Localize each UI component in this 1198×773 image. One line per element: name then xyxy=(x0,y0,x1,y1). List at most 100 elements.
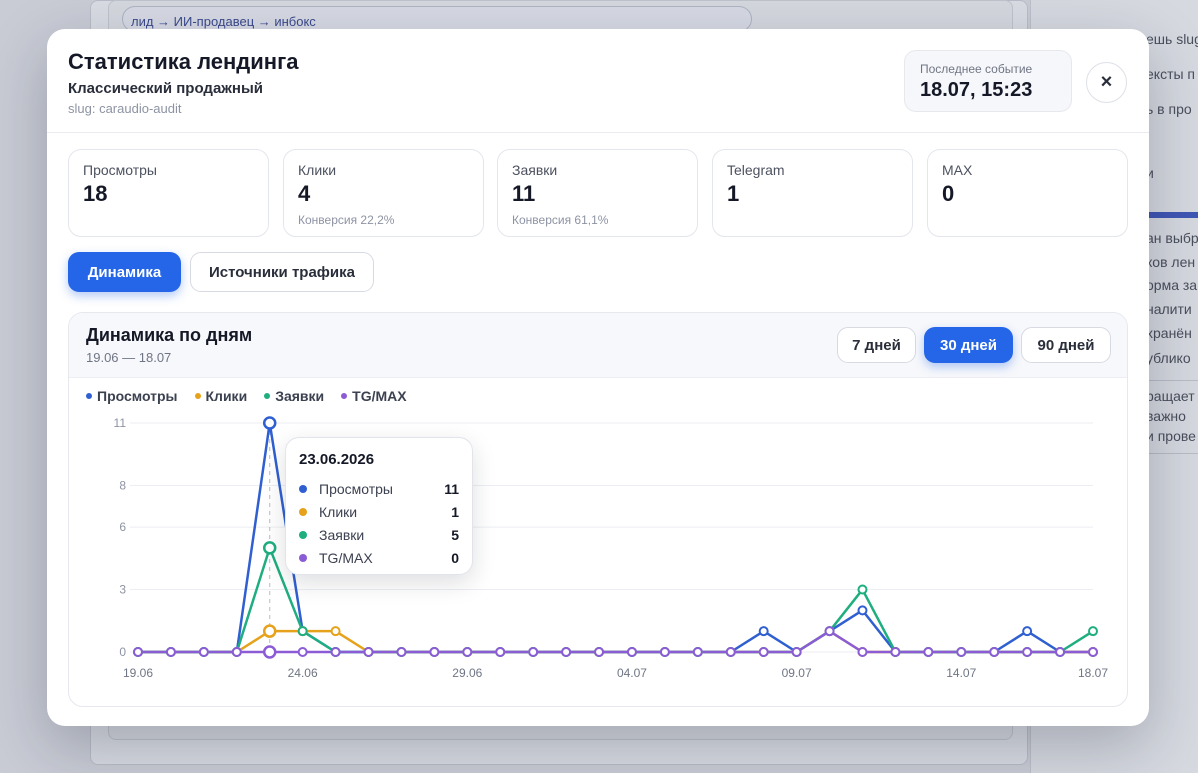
tab-dynamics[interactable]: Динамика xyxy=(68,252,181,292)
x-tick-label: 18.07 xyxy=(1078,666,1108,680)
legend-item-tgmax[interactable]: TG/MAX xyxy=(341,388,407,404)
tooltip-series-name: Клики xyxy=(319,503,358,520)
tooltip-series-name: Просмотры xyxy=(319,480,393,497)
modal-header: Статистика лендинга Классический продажн… xyxy=(47,29,1149,133)
stat-card-telegram: Telegram 1 xyxy=(712,149,913,237)
background-sidebar-text: ублико xyxy=(1146,350,1191,366)
legend-dot xyxy=(341,393,348,399)
legend-dot xyxy=(264,393,271,399)
stat-value: 4 xyxy=(298,181,311,206)
range-90-days-button[interactable]: 90 дней xyxy=(1021,327,1111,363)
tooltip-series-value: 1 xyxy=(451,503,459,520)
data-point-leads xyxy=(262,541,277,555)
panel-date-range: 19.06 — 18.07 xyxy=(86,350,172,365)
background-sidebar-text: налити xyxy=(1146,301,1192,317)
data-point-tgmax xyxy=(956,647,967,657)
background-sidebar-text: ращает xyxy=(1146,388,1195,404)
landing-stats-modal: Статистика лендинга Классический продажн… xyxy=(47,29,1149,726)
data-point-tgmax xyxy=(594,647,605,657)
background-sidebar-text: и xyxy=(1146,165,1154,181)
data-point-tgmax xyxy=(198,647,209,657)
data-point-tgmax xyxy=(462,647,473,657)
stat-card-max: MAX 0 xyxy=(927,149,1128,237)
series-line-tgmax xyxy=(138,629,1093,654)
tooltip-series-name: Заявки xyxy=(319,526,365,543)
stat-card-clicks: Клики 4 Конверсия 22,2% xyxy=(283,149,484,237)
data-point-tgmax xyxy=(725,647,736,657)
legend-dot xyxy=(86,393,92,399)
tooltip-series-value: 11 xyxy=(444,480,459,497)
last-event-label: Последнее событие xyxy=(920,62,1033,76)
data-point-tgmax xyxy=(824,626,835,637)
stat-label: Telegram xyxy=(727,162,785,178)
data-point-tgmax xyxy=(231,647,242,657)
data-point-tgmax xyxy=(1022,647,1033,657)
background-sidebar-text: хранён xyxy=(1146,325,1192,341)
stat-label: Просмотры xyxy=(83,162,157,178)
tooltip-series-value: 5 xyxy=(451,526,459,543)
data-point-views xyxy=(1022,626,1033,637)
tab-traffic-sources[interactable]: Источники трафика xyxy=(190,252,374,292)
data-point-tgmax xyxy=(791,647,802,657)
tooltip-date: 23.06.2026 xyxy=(299,451,375,468)
tooltip-dot xyxy=(299,484,307,493)
data-point-leads xyxy=(1088,626,1098,637)
background-sidebar-text: орма за xyxy=(1146,277,1198,293)
data-point-tgmax xyxy=(561,647,572,657)
legend-item-views[interactable]: Просмотры xyxy=(86,388,178,404)
tooltip-row: Клики 1 xyxy=(299,500,459,523)
tooltip-row: Просмотры 11 xyxy=(299,477,459,500)
background-sidebar-text: ешь slug xyxy=(1146,31,1198,47)
data-point-tgmax xyxy=(297,647,308,657)
legend-label: TG/MAX xyxy=(352,388,407,404)
dynamics-line-chart: 0 3 6 8 11 19.06 24.06 29.06 04.07 09.07 14.07 18.0… xyxy=(114,416,1109,680)
data-point-tgmax xyxy=(626,647,637,657)
x-tick-label: 09.07 xyxy=(782,666,812,680)
y-tick-label: 3 xyxy=(119,583,126,597)
data-point-leads xyxy=(297,626,308,637)
stat-label: Заявки xyxy=(512,162,558,178)
data-point-tgmax xyxy=(923,647,934,657)
legend-label: Просмотры xyxy=(97,388,178,404)
range-7-days-button[interactable]: 7 дней xyxy=(837,327,916,363)
data-point-tgmax xyxy=(133,647,143,657)
landing-slug: slug: caraudio-audit xyxy=(68,101,182,116)
stat-label: MAX xyxy=(942,162,973,178)
stat-value: 1 xyxy=(727,181,740,206)
tooltip-row: TG/MAX 0 xyxy=(299,546,459,569)
data-point-tgmax xyxy=(857,647,868,657)
background-sidebar-text: важно xyxy=(1146,408,1186,424)
range-30-days-button[interactable]: 30 дней xyxy=(924,327,1013,363)
legend-item-clicks[interactable]: Клики xyxy=(194,388,248,404)
data-point-tgmax xyxy=(1055,647,1066,657)
legend-dot xyxy=(194,393,201,399)
x-tick-label: 14.07 xyxy=(946,666,976,680)
x-tick-label: 24.06 xyxy=(288,666,318,680)
y-tick-label: 0 xyxy=(119,645,126,659)
chart-legend: Просмотры Клики Заявки TG/MAX xyxy=(86,388,424,404)
data-point-tgmax xyxy=(692,647,703,657)
stat-value: 11 xyxy=(512,181,536,206)
background-sidebar-text: ь в про xyxy=(1146,101,1192,117)
background-sidebar-text: ексты п xyxy=(1146,66,1196,82)
x-tick-label: 04.07 xyxy=(617,666,647,680)
data-point-views xyxy=(857,605,868,616)
data-point-tgmax xyxy=(1088,647,1098,657)
legend-item-leads[interactable]: Заявки xyxy=(264,388,324,404)
legend-label: Клики xyxy=(205,388,248,404)
close-icon: × xyxy=(1100,71,1113,93)
y-tick-label: 8 xyxy=(119,478,126,492)
data-point-tgmax xyxy=(528,647,539,657)
data-point-tgmax xyxy=(330,647,341,657)
panel-title: Динамика по дням xyxy=(86,325,253,345)
data-point-leads xyxy=(857,584,868,595)
x-tick-label: 29.06 xyxy=(452,666,482,680)
close-button[interactable]: × xyxy=(1086,62,1127,103)
stats-row: Просмотры 18 Клики 4 Конверсия 22,2% Зая… xyxy=(68,149,1128,237)
tooltip-series-name: TG/MAX xyxy=(319,549,373,566)
tooltip-dot xyxy=(299,553,307,562)
background-sidebar-text: ан выбр xyxy=(1146,230,1198,246)
data-point-views xyxy=(758,626,769,637)
data-point-tgmax xyxy=(363,647,374,657)
panel-header: Динамика по дням 19.06 — 18.07 7 дней 30… xyxy=(69,313,1127,378)
